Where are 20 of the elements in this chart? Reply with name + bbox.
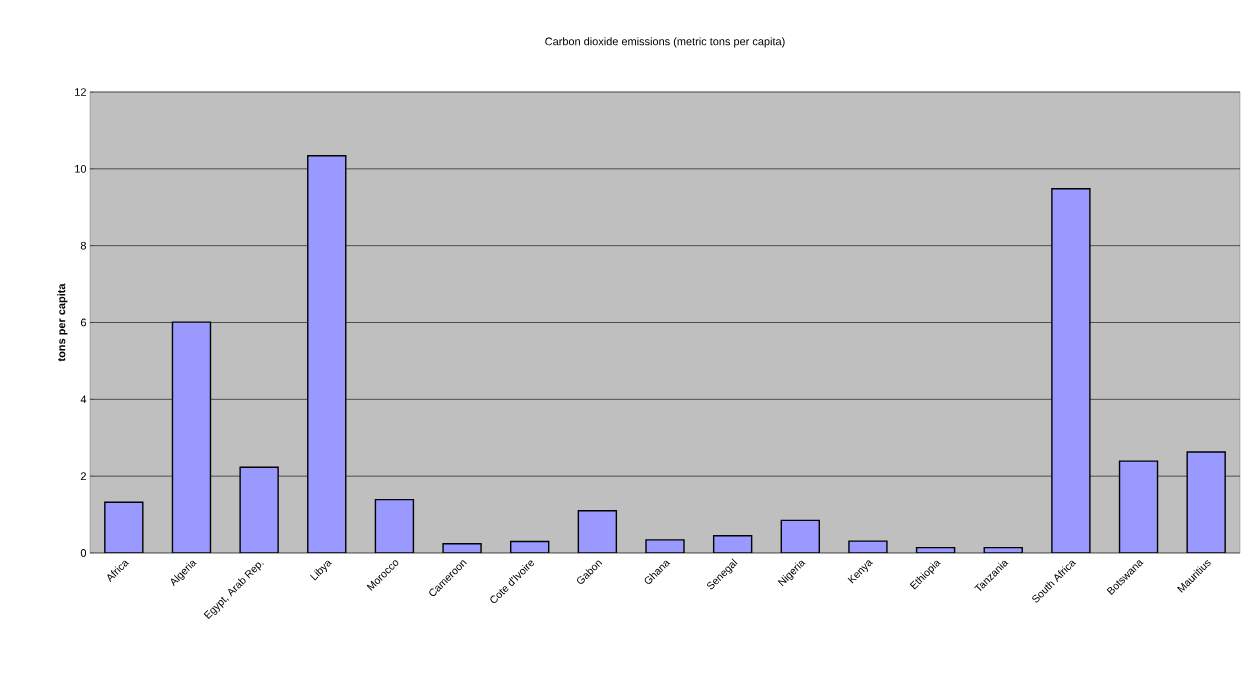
y-tick-label: 0 xyxy=(80,549,87,557)
y-tick-label: 10 xyxy=(75,164,87,173)
y-axis-title: tons per capita xyxy=(57,283,68,362)
bar xyxy=(104,501,144,553)
y-tick-label: 4 xyxy=(80,395,87,404)
chart-title: Carbon dioxide emissions (metric tons per capita) xyxy=(545,37,785,48)
y-tick-label: 12 xyxy=(75,88,86,96)
y-tick-label: 8 xyxy=(80,241,86,250)
y-tick-label: 6 xyxy=(80,318,86,327)
bar xyxy=(645,539,685,553)
bar xyxy=(712,535,753,553)
bar xyxy=(780,519,820,553)
bar xyxy=(915,546,956,553)
bar xyxy=(442,543,482,553)
bar xyxy=(577,510,618,553)
y-tick-label: 2 xyxy=(80,472,86,480)
bar xyxy=(510,540,550,553)
bar xyxy=(983,546,1023,553)
bar xyxy=(374,498,415,553)
bar xyxy=(848,540,888,553)
